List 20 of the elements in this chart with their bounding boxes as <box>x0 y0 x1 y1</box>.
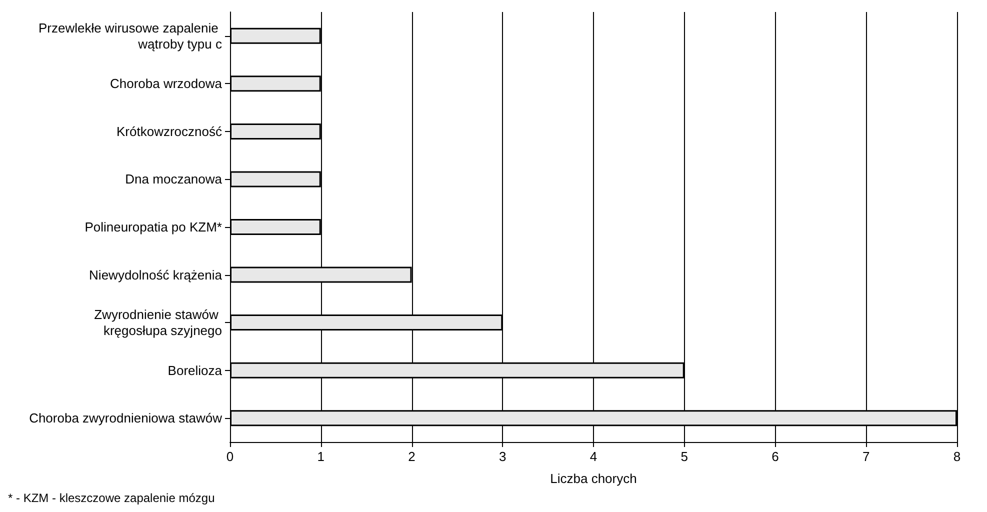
y-tick-label: Zwyrodnienie stawów kręgosłupa szyjnego <box>94 307 222 338</box>
x-tick-label: 3 <box>499 449 506 464</box>
x-tick-label: 0 <box>226 449 234 464</box>
x-axis-title: Liczba chorych <box>550 471 637 486</box>
x-tick-label: 2 <box>408 449 416 464</box>
text: * - KZM - kleszczowe zapalenie mózgu <box>8 491 215 505</box>
y-tick-label: Choroba zwyrodnieniowa stawów <box>29 410 223 426</box>
y-tick-label: Dna moczanowa <box>125 172 223 187</box>
y-tick-label: Polineuropatia po KZM* <box>84 220 222 234</box>
x-tick-label: 6 <box>772 449 779 464</box>
y-tick-label: Choroba wrzodowa <box>110 76 223 92</box>
x-tick-label: 7 <box>862 449 870 464</box>
y-tick-label: Przewlekłe wirusowe zapalenie wątroby typu c <box>38 20 222 52</box>
x-tick-label: 8 <box>953 449 961 464</box>
y-tick-label: Niewydolność krążenia <box>89 267 223 282</box>
y-tick-label: Borelioza <box>168 362 223 378</box>
y-tick-label: Krótkowzroczność <box>116 124 222 139</box>
x-tick-label: 5 <box>680 449 688 464</box>
x-tick-label: 1 <box>317 449 324 464</box>
x-tick-label: 4 <box>590 449 598 464</box>
